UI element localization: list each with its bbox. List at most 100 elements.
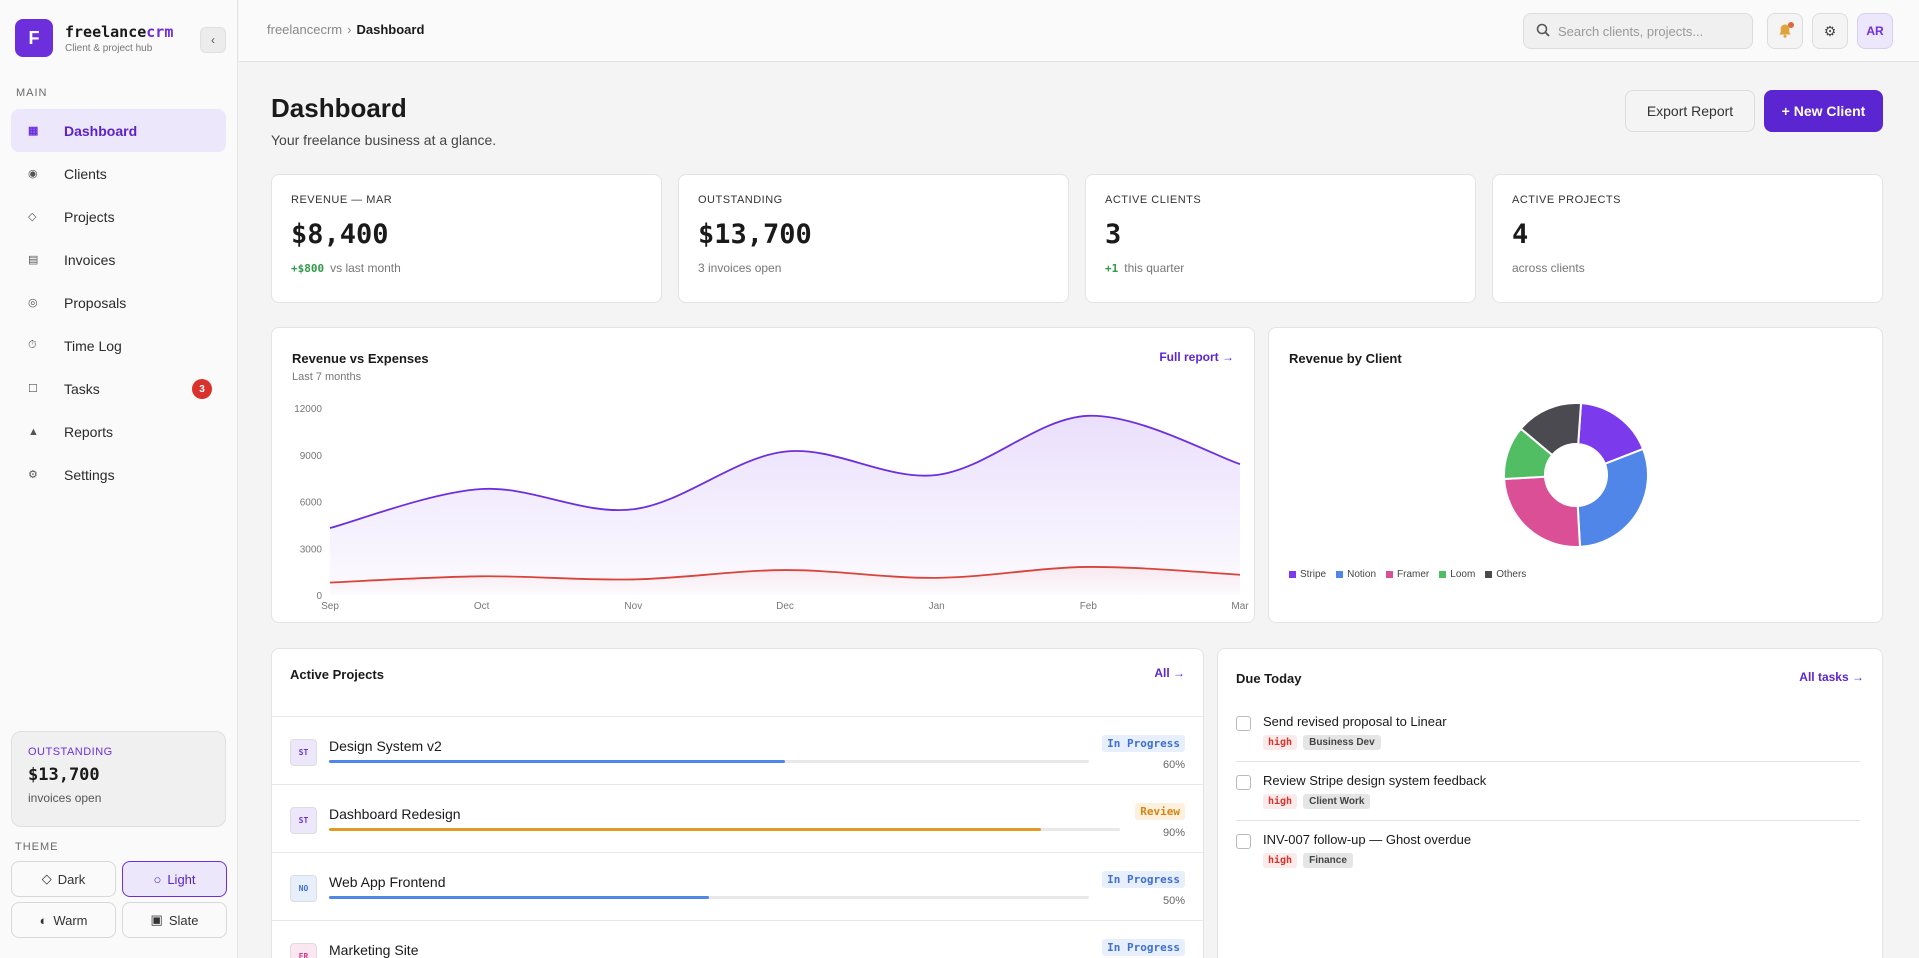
project-row[interactable]: NO Web App Frontend In Progress 50%	[272, 852, 1203, 920]
sidebar-item-invoices[interactable]: ▤ Invoices	[11, 238, 226, 281]
square-icon: ▣	[150, 912, 163, 927]
gear-icon: ⚙	[28, 469, 38, 481]
sidebar: F freelancecrm Client & project hub ‹ MA…	[0, 0, 238, 958]
project-client-badge: ST	[290, 807, 317, 834]
y-tick-label: 6000	[300, 498, 323, 509]
legend-item: Others	[1485, 569, 1526, 580]
theme-slate-button[interactable]: ▣ Slate	[122, 902, 227, 938]
donut-slice-others[interactable]	[1519, 402, 1583, 457]
breadcrumb-root[interactable]: freelancecrm	[267, 22, 343, 37]
task-priority-tag: high	[1263, 853, 1298, 868]
task-tags: high Business Dev	[1263, 735, 1381, 750]
project-name: Marketing Site	[329, 942, 419, 958]
project-row[interactable]: ST Design System v2 In Progress 60%	[272, 716, 1203, 784]
project-status-badge: In Progress	[1102, 939, 1185, 956]
donut-slice-notion[interactable]	[1576, 447, 1649, 548]
search-icon	[1536, 23, 1550, 40]
theme-warm-button[interactable]: ◐ Warm	[11, 902, 116, 938]
project-client-badge: FR	[290, 943, 317, 958]
task-category-tag: Business Dev	[1303, 735, 1381, 750]
due-today-panel: Due Today All tasks → Send revised propo…	[1217, 648, 1883, 958]
collapse-sidebar-button[interactable]: ‹	[200, 27, 226, 53]
sidebar-item-proposals[interactable]: ◎ Proposals	[11, 281, 226, 324]
export-report-button[interactable]: Export Report	[1625, 90, 1755, 132]
project-status-badge: In Progress	[1102, 735, 1185, 752]
sidebar-item-settings[interactable]: ⚙ Settings	[11, 453, 226, 496]
stat-sub: +$800 vs last month	[291, 261, 642, 275]
sidebar-item-label: Time Log	[64, 337, 122, 354]
stat-delta: +1	[1105, 262, 1119, 275]
sidebar-item-dashboard[interactable]: ▦ Dashboard	[11, 109, 226, 152]
stat-value: 4	[1512, 219, 1529, 250]
x-tick-label: Feb	[1080, 601, 1098, 612]
notifications-button[interactable]	[1767, 13, 1803, 49]
legend-item: Stripe	[1289, 569, 1326, 580]
outstanding-sub: invoices open	[28, 791, 102, 805]
task-title[interactable]: Send revised proposal to Linear	[1263, 714, 1447, 729]
project-progress-fill	[329, 828, 1041, 831]
new-client-button[interactable]: + New Client	[1764, 90, 1883, 132]
expenses-area	[330, 566, 1240, 595]
sidebar-item-label: Tasks	[64, 380, 100, 397]
stat-label: REVENUE — MAR	[291, 194, 393, 206]
theme-label: THEME	[15, 841, 59, 853]
task-checkbox[interactable]	[1236, 834, 1251, 849]
project-status-badge: In Progress	[1102, 871, 1185, 888]
all-tasks-link[interactable]: All tasks →	[1799, 670, 1864, 684]
proposals-icon: ◎	[28, 297, 38, 309]
y-tick-label: 12000	[294, 404, 322, 415]
stat-value: $13,700	[698, 219, 812, 250]
brand[interactable]: F freelancecrm Client & project hub	[15, 19, 173, 57]
sidebar-item-projects[interactable]: ◇ Projects	[11, 195, 226, 238]
active-projects-panel: Active Projects All → ST Design System v…	[271, 648, 1204, 958]
sidebar-item-label: Settings	[64, 466, 115, 483]
avatar[interactable]: AR	[1857, 13, 1893, 49]
settings-button[interactable]: ⚙	[1812, 13, 1848, 49]
task-checkbox[interactable]	[1236, 716, 1251, 731]
gear-icon: ⚙	[1823, 22, 1837, 39]
sidebar-item-time-log[interactable]: ⏱ Time Log	[11, 324, 226, 367]
expenses-line	[329, 566, 1241, 584]
all-projects-link[interactable]: All →	[1154, 666, 1185, 680]
legend-swatch	[1439, 571, 1447, 578]
task-item: Send revised proposal to Linear high Bus…	[1236, 712, 1860, 771]
x-tick-label: Jan	[929, 601, 945, 612]
task-checkbox[interactable]	[1236, 775, 1251, 790]
project-progress-percent: 50%	[1162, 895, 1185, 907]
x-tick-label: Sep	[321, 601, 339, 612]
nav-section-label: MAIN	[16, 87, 48, 99]
y-tick-label: 3000	[300, 544, 323, 555]
project-name: Web App Frontend	[329, 874, 446, 890]
outstanding-label: OUTSTANDING	[28, 746, 113, 758]
panel-subtitle: Last 7 months	[292, 371, 362, 383]
sidebar-item-clients[interactable]: ◉ Clients	[11, 152, 226, 195]
theme-light-button[interactable]: ○ Light	[122, 861, 227, 897]
bell-icon	[1779, 24, 1791, 38]
sidebar-item-tasks[interactable]: ☐ Tasks 3	[11, 367, 226, 410]
full-report-link[interactable]: Full report →	[1159, 350, 1234, 364]
stat-value: 3	[1105, 219, 1122, 250]
stat-card-active-projects: ACTIVE PROJECTS 4 across clients	[1492, 174, 1883, 303]
sidebar-item-reports[interactable]: ▲ Reports	[11, 410, 226, 453]
stat-sub-text: vs last month	[330, 261, 401, 275]
stat-label: ACTIVE PROJECTS	[1512, 194, 1621, 206]
search-box[interactable]	[1523, 13, 1753, 49]
search-input[interactable]	[1558, 23, 1738, 39]
circle-icon: ○	[153, 871, 162, 887]
legend-item: Loom	[1439, 569, 1475, 580]
task-title[interactable]: Review Stripe design system feedback	[1263, 773, 1487, 788]
donut-slice-framer[interactable]	[1503, 475, 1582, 548]
chart-legend: Stripe Notion Framer Loom Others	[1289, 569, 1526, 580]
project-row[interactable]: ST Dashboard Redesign Review 90%	[272, 784, 1203, 852]
sidebar-item-label: Proposals	[64, 294, 127, 311]
panel-title: Revenue vs Expenses	[292, 351, 429, 366]
project-row[interactable]: FR Marketing Site In Progress	[272, 920, 1203, 958]
project-progress-track	[329, 760, 1089, 763]
theme-dark-button[interactable]: ◇ Dark	[11, 861, 116, 897]
task-title[interactable]: INV-007 follow-up — Ghost overdue	[1263, 832, 1472, 847]
notification-dot	[1788, 22, 1794, 28]
stat-sub: +1 this quarter	[1105, 261, 1456, 275]
x-tick-label: Dec	[776, 601, 794, 612]
project-client-badge: ST	[290, 739, 317, 766]
outstanding-summary-card: OUTSTANDING $13,700 invoices open	[11, 731, 226, 827]
